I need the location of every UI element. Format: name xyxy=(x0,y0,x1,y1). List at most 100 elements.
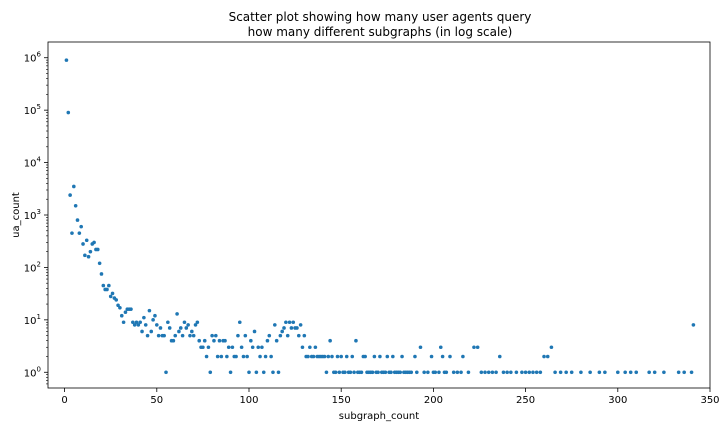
scatter-point xyxy=(501,370,506,375)
x-tick-label: 0 xyxy=(61,395,67,406)
scatter-point xyxy=(579,370,583,375)
scatter-point xyxy=(225,354,229,359)
scatter-point xyxy=(296,333,301,338)
scatter-point xyxy=(110,291,115,296)
scatter-point xyxy=(182,320,187,325)
scatter-point xyxy=(295,326,299,330)
scatter-point xyxy=(123,310,128,314)
scatter-point xyxy=(75,218,80,222)
scatter-point xyxy=(437,370,441,375)
scatter-point xyxy=(212,338,216,343)
scatter-point xyxy=(193,323,198,327)
x-tick-label: 150 xyxy=(332,395,351,406)
scatter-point xyxy=(70,231,74,235)
y-tick-exponent: 0 xyxy=(37,365,41,373)
scatter-point xyxy=(95,247,100,252)
scatter-point xyxy=(214,333,218,338)
scatter-point xyxy=(151,318,155,322)
scatter-point xyxy=(285,333,290,338)
scatter-point xyxy=(177,329,181,334)
x-axis: 0 50 100 150 200 250 300 350 xyxy=(61,388,720,406)
scatter-point xyxy=(256,345,261,350)
scatter-point xyxy=(121,320,126,325)
y-tick-exponent: 4 xyxy=(37,156,42,164)
scatter-point xyxy=(206,345,211,350)
y-tick-exponent: 2 xyxy=(37,260,41,268)
scatter-point xyxy=(354,338,358,343)
scatter-point xyxy=(475,345,480,350)
y-tick-exponent: 5 xyxy=(37,103,41,111)
scatter-point xyxy=(652,370,657,375)
scatter-point xyxy=(335,354,340,359)
scatter-point xyxy=(337,370,342,375)
y-tick-base: 10 xyxy=(24,159,37,170)
scatter-point xyxy=(228,370,233,375)
scatter-point xyxy=(202,338,207,343)
scatter-point xyxy=(527,370,532,375)
scatter-point xyxy=(324,370,329,375)
scatter-point xyxy=(343,370,347,375)
scatter-point xyxy=(217,338,222,343)
scatter-point xyxy=(267,333,272,338)
scatter-point xyxy=(322,354,327,359)
scatter-point xyxy=(265,338,270,343)
scatter-point xyxy=(219,354,224,359)
y-tick-label: 101 xyxy=(24,313,41,327)
scatter-point xyxy=(171,338,176,343)
scatter-point xyxy=(291,320,296,325)
scatter-point xyxy=(243,333,248,338)
scatter-point xyxy=(99,272,104,276)
scatter-point xyxy=(282,326,286,330)
scatter-point xyxy=(101,283,106,288)
scatter-point xyxy=(333,370,338,375)
scatter-point xyxy=(531,370,535,375)
scatter-point xyxy=(415,370,419,375)
scatter-point xyxy=(86,254,91,259)
scatter-point xyxy=(249,338,253,343)
scatter-point xyxy=(549,345,554,350)
scatter-point xyxy=(230,345,235,350)
scatter-point xyxy=(197,338,202,343)
scatter-point xyxy=(459,370,463,375)
scatter-point xyxy=(483,370,487,375)
scatter-point xyxy=(149,329,154,334)
scatter-point xyxy=(328,338,332,343)
scatter-point xyxy=(147,308,152,313)
scatter-point xyxy=(155,323,159,327)
scatter-point xyxy=(438,345,443,350)
scatter-point xyxy=(534,370,539,375)
scatter-point xyxy=(107,283,111,288)
scatter-point xyxy=(191,333,196,338)
scatter-point xyxy=(564,370,568,375)
scatter-point xyxy=(84,238,89,243)
scatter-point xyxy=(129,307,133,311)
scatter-point xyxy=(603,370,607,375)
y-tick-label: 105 xyxy=(24,103,41,117)
scatter-point xyxy=(132,323,137,327)
scatter-point xyxy=(88,249,93,254)
scatter-point xyxy=(451,370,456,375)
y-tick-exponent: 6 xyxy=(37,51,42,59)
scatter-point xyxy=(352,370,356,375)
scatter-point xyxy=(167,326,172,330)
scatter-point xyxy=(509,370,513,375)
scatter-point xyxy=(520,370,524,375)
scatter-point xyxy=(422,370,426,375)
scatter-point xyxy=(201,345,205,350)
scatter-point xyxy=(370,370,375,375)
scatter-point xyxy=(166,320,170,325)
scatter-point xyxy=(81,242,85,246)
scatter-point xyxy=(616,370,620,375)
scatter-point xyxy=(409,370,414,375)
scatter-point xyxy=(682,370,686,375)
y-tick-label: 104 xyxy=(24,156,42,170)
scatter-point xyxy=(254,370,259,375)
scatter-point xyxy=(466,370,471,375)
scatter-point xyxy=(553,370,557,375)
y-tick-base: 10 xyxy=(24,316,37,327)
scatter-point xyxy=(497,354,502,359)
scatter-point xyxy=(143,323,148,327)
scatter-point xyxy=(215,354,220,359)
scatter-point xyxy=(158,326,163,330)
x-tick-label: 250 xyxy=(516,395,535,406)
